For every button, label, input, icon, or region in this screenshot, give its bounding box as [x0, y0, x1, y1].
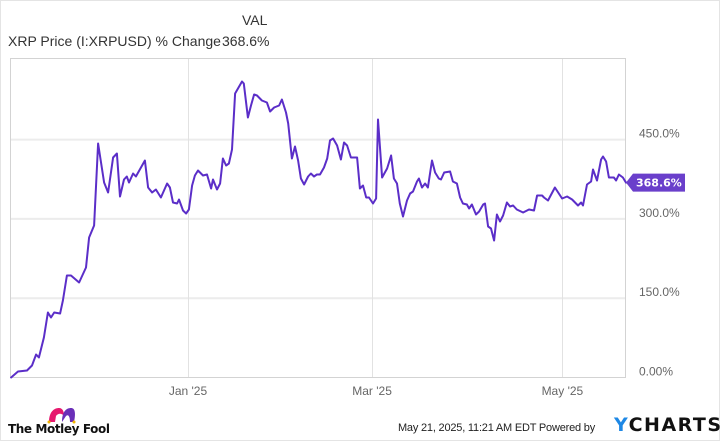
y-axis: 0.00% 150.0% 300.0% 450.0% — [639, 127, 680, 379]
y-tick-label: 0.00% — [639, 365, 673, 379]
y-tick-label: 150.0% — [639, 285, 680, 299]
footer-timestamp: May 21, 2025, 11:21 AM EDT Powered by — [398, 422, 595, 434]
ycharts-wordmark: CHARTS — [628, 414, 720, 436]
series-line — [10, 80, 627, 379]
x-tick-label: Mar '25 — [352, 384, 392, 398]
x-tick-label: May '25 — [542, 384, 584, 398]
legend-series-value: 368.6% — [222, 33, 270, 49]
y-tick-label: 450.0% — [639, 127, 680, 141]
timestamp-text: May 21, 2025, 11:21 AM EDT — [397, 422, 537, 434]
end-value-badge — [626, 173, 685, 192]
x-tick-label: Jan '25 — [169, 384, 208, 398]
powered-by-text: Powered by — [538, 422, 595, 434]
plot-area — [10, 58, 626, 378]
end-value-label: 368.6% — [626, 173, 685, 192]
legend-series-name: XRP Price (I:XRPUSD) % Change — [8, 33, 221, 49]
y-tick-label: 300.0% — [639, 206, 680, 220]
chart-grid — [11, 59, 625, 377]
x-axis: Jan '25 Mar '25 May '25 — [169, 384, 584, 398]
legend-column-header: VAL — [242, 12, 268, 28]
motley-fool-wordmark: The Motley Fool — [8, 422, 110, 436]
end-value-text: 368.6% — [636, 177, 682, 190]
jester-hat-icon — [47, 408, 76, 424]
ycharts-y: Y — [614, 414, 629, 436]
ycharts-logo: YCHARTS — [614, 414, 720, 436]
